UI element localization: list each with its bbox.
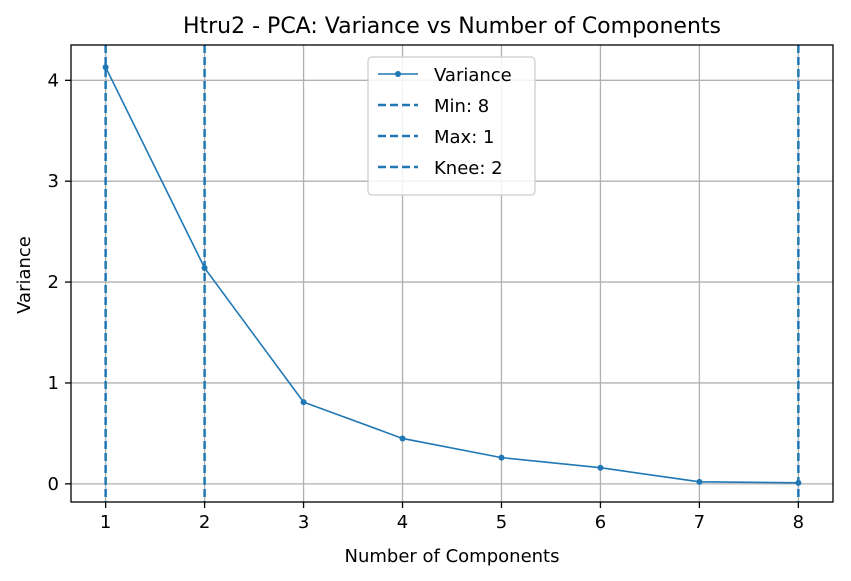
legend-label: Knee: 2 bbox=[434, 158, 503, 179]
data-point bbox=[201, 264, 208, 271]
y-axis-label: Variance bbox=[14, 236, 35, 314]
data-point bbox=[399, 435, 406, 442]
reference-lines bbox=[104, 45, 800, 502]
data-point bbox=[102, 64, 109, 71]
x-tick-label: 2 bbox=[199, 512, 210, 533]
legend-box bbox=[367, 56, 536, 196]
y-tick-label: 4 bbox=[48, 70, 59, 91]
data-point bbox=[300, 399, 307, 406]
legend-label: Variance bbox=[434, 65, 512, 86]
x-tick-label: 6 bbox=[595, 512, 606, 533]
legend: Variance Min: 8 Max: 1 Knee: 2 bbox=[367, 56, 536, 196]
legend-label: Max: 1 bbox=[434, 127, 494, 148]
y-tick-label: 1 bbox=[48, 373, 59, 394]
x-axis-ticks: 1 2 3 4 5 6 7 8 bbox=[100, 502, 804, 533]
legend-entry: Max: 1 bbox=[378, 127, 494, 148]
series-layer bbox=[102, 64, 802, 486]
data-point bbox=[795, 479, 802, 486]
series-line bbox=[104, 66, 799, 484]
x-tick-label: 1 bbox=[100, 512, 111, 533]
legend-swatch-marker bbox=[395, 71, 401, 77]
y-tick-label: 3 bbox=[48, 171, 59, 192]
y-axis-ticks: 0 1 2 3 4 bbox=[48, 70, 71, 495]
x-axis-label: Number of Components bbox=[345, 546, 560, 567]
data-point bbox=[696, 478, 703, 485]
y-tick-label: 2 bbox=[48, 272, 59, 293]
x-tick-label: 3 bbox=[298, 512, 309, 533]
data-point bbox=[597, 464, 604, 471]
x-tick-label: 5 bbox=[496, 512, 507, 533]
x-tick-label: 4 bbox=[397, 512, 408, 533]
legend-entry: Min: 8 bbox=[378, 96, 489, 117]
legend-label: Min: 8 bbox=[434, 96, 489, 117]
plot-frame bbox=[70, 44, 834, 503]
y-tick-label: 0 bbox=[48, 474, 59, 495]
legend-entry: Variance bbox=[378, 65, 512, 86]
legend-entry: Knee: 2 bbox=[378, 158, 503, 179]
x-tick-label: 7 bbox=[694, 512, 705, 533]
x-tick-label: 8 bbox=[793, 512, 804, 533]
data-point bbox=[498, 454, 505, 461]
chart-title: Htru2 - PCA: Variance vs Number of Compo… bbox=[183, 14, 721, 39]
